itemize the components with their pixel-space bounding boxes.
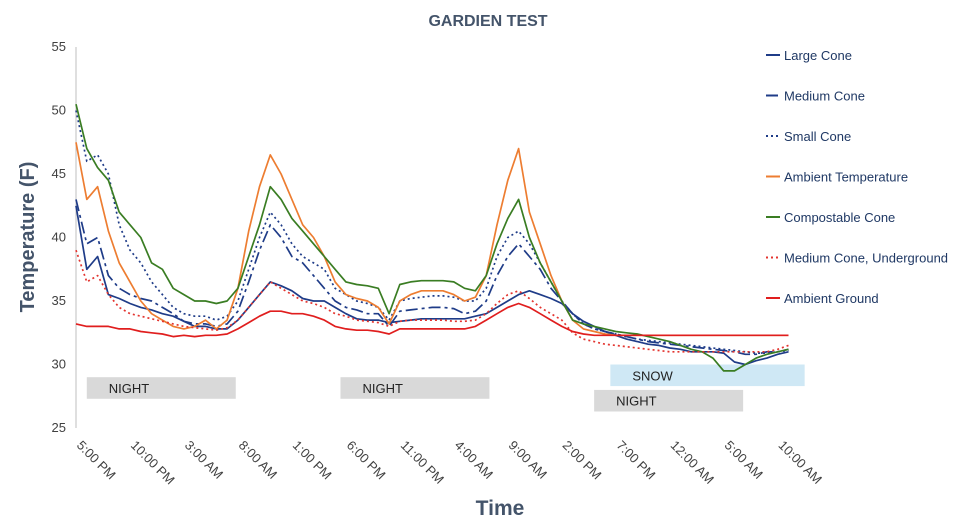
y-tick-label: 25 (52, 420, 66, 435)
annotation-label-3: NIGHT (616, 394, 657, 409)
y-axis-title: Temperature (F) (17, 162, 39, 313)
x-tick-label: 8:00 AM (236, 438, 280, 482)
x-axis: 5:00 PM 10:00 PM 3:00 AM 8:00 AM 1:00 PM 6:00… (74, 438, 825, 488)
series-line-6 (75, 302, 789, 338)
chart-title: GARDIEN TEST (428, 13, 547, 30)
x-tick-label: 4:00 AM (452, 438, 496, 482)
x-tick-label: 6:00 PM (344, 438, 389, 483)
annotation-band-2 (610, 364, 805, 387)
x-tick-label: 1:00 PM (290, 438, 335, 483)
annotation-bands: NIGHT NIGHT SNOW NIGHT (86, 364, 805, 412)
legend-label-4: Compostable Cone (784, 210, 895, 225)
annotation-band-1 (340, 377, 490, 399)
legend-label-2: Small Cone (784, 129, 851, 144)
y-tick-label: 55 (52, 39, 66, 54)
series-line-2 (75, 110, 789, 354)
x-tick-label: 10:00 PM (128, 438, 178, 488)
series-line-4 (75, 103, 789, 372)
series-lines (75, 103, 789, 372)
x-tick-label: 10:00 AM (776, 438, 825, 487)
y-tick-label: 35 (52, 293, 66, 308)
annotation-label-1: NIGHT (362, 381, 403, 396)
annotation-band-3 (594, 389, 744, 412)
legend-label-3: Ambient Temperature (784, 170, 908, 185)
annotation-label-0: NIGHT (109, 381, 149, 396)
x-tick-label: 9:00 AM (506, 438, 550, 482)
y-tick-label: 40 (52, 230, 66, 245)
y-tick-label: 45 (52, 166, 66, 181)
x-tick-label: 11:00 PM (398, 438, 447, 487)
x-tick-label: 5:00 PM (74, 438, 119, 483)
series-line-0 (75, 205, 789, 366)
x-tick-label: 3:00 AM (182, 438, 226, 482)
x-tick-label: 5:00 AM (722, 438, 766, 482)
legend-label-5: Medium Cone, Underground (784, 251, 948, 266)
y-tick-label: 50 (52, 103, 66, 118)
legend: Large Cone Medium Cone Small Cone Ambient T… (766, 48, 948, 306)
y-tick-label: 30 (52, 357, 66, 372)
x-tick-label: 2:00 PM (560, 438, 605, 483)
series-line-3 (75, 142, 789, 337)
legend-label-0: Large Cone (784, 48, 852, 63)
series-line-1 (75, 199, 789, 356)
y-axis: 25 30 35 40 45 50 55 (52, 39, 77, 435)
series-line-5 (75, 249, 789, 353)
legend-label-6: Ambient Ground (784, 291, 879, 306)
annotation-label-2: SNOW (632, 368, 673, 383)
x-tick-label: 7:00 PM (614, 438, 659, 483)
annotation-band-0 (86, 377, 236, 399)
legend-label-1: Medium Cone (784, 89, 865, 104)
x-tick-label: 12:00 AM (668, 438, 717, 487)
x-axis-title: Time (476, 497, 525, 520)
